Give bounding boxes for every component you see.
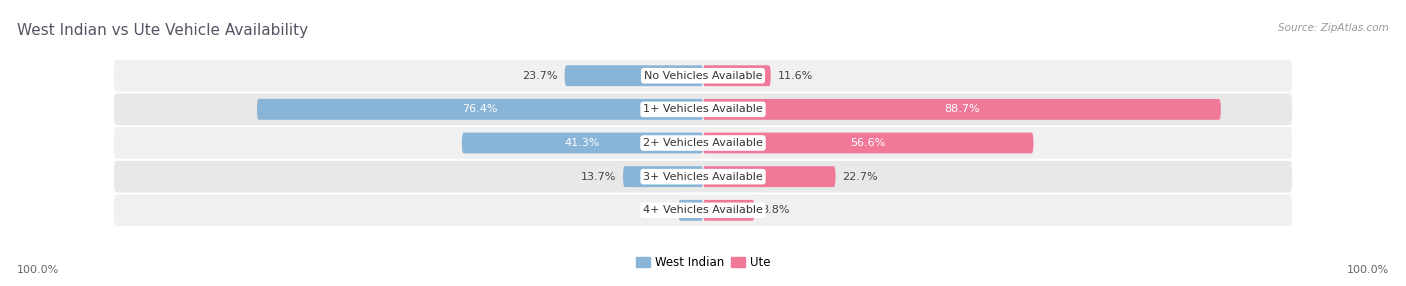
FancyBboxPatch shape	[114, 127, 1292, 159]
Text: 41.3%: 41.3%	[565, 138, 600, 148]
Text: 76.4%: 76.4%	[463, 104, 498, 114]
Text: 8.8%: 8.8%	[762, 205, 790, 215]
FancyBboxPatch shape	[114, 194, 1292, 226]
Text: 3+ Vehicles Available: 3+ Vehicles Available	[643, 172, 763, 182]
FancyBboxPatch shape	[679, 200, 703, 221]
Text: No Vehicles Available: No Vehicles Available	[644, 71, 762, 81]
Text: 22.7%: 22.7%	[842, 172, 879, 182]
FancyBboxPatch shape	[461, 133, 703, 153]
FancyBboxPatch shape	[257, 99, 703, 120]
Text: 13.7%: 13.7%	[581, 172, 616, 182]
Text: 11.6%: 11.6%	[778, 71, 813, 81]
FancyBboxPatch shape	[114, 60, 1292, 92]
Text: 100.0%: 100.0%	[1347, 265, 1389, 275]
FancyBboxPatch shape	[703, 65, 770, 86]
Text: 56.6%: 56.6%	[851, 138, 886, 148]
Text: 88.7%: 88.7%	[943, 104, 980, 114]
FancyBboxPatch shape	[703, 200, 755, 221]
Text: 4.2%: 4.2%	[643, 205, 672, 215]
FancyBboxPatch shape	[565, 65, 703, 86]
FancyBboxPatch shape	[703, 99, 1220, 120]
FancyBboxPatch shape	[703, 133, 1033, 153]
Text: Source: ZipAtlas.com: Source: ZipAtlas.com	[1278, 23, 1389, 33]
FancyBboxPatch shape	[114, 161, 1292, 192]
FancyBboxPatch shape	[623, 166, 703, 187]
FancyBboxPatch shape	[703, 166, 835, 187]
Text: 4+ Vehicles Available: 4+ Vehicles Available	[643, 205, 763, 215]
FancyBboxPatch shape	[114, 94, 1292, 125]
Text: 100.0%: 100.0%	[17, 265, 59, 275]
Text: 23.7%: 23.7%	[522, 71, 558, 81]
Legend: West Indian, Ute: West Indian, Ute	[636, 256, 770, 269]
Text: 2+ Vehicles Available: 2+ Vehicles Available	[643, 138, 763, 148]
Text: West Indian vs Ute Vehicle Availability: West Indian vs Ute Vehicle Availability	[17, 23, 308, 38]
Text: 1+ Vehicles Available: 1+ Vehicles Available	[643, 104, 763, 114]
